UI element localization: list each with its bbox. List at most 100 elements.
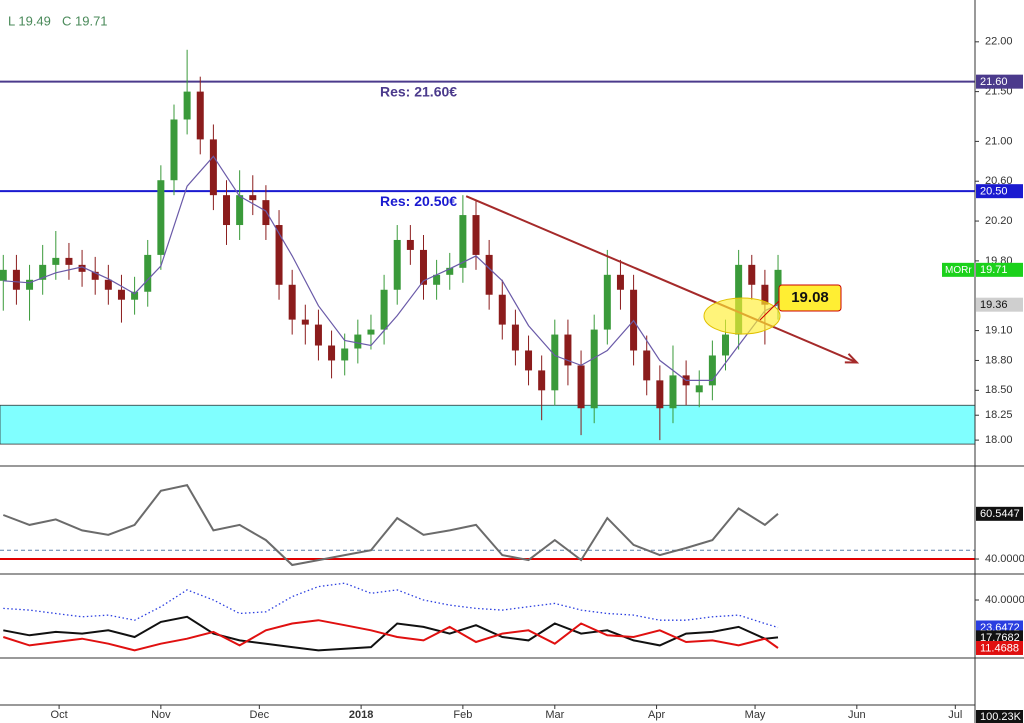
candle-body	[616, 274, 624, 290]
candle-body	[78, 264, 86, 272]
candle-body	[459, 215, 467, 268]
y-tick-label: 18.80	[985, 354, 1013, 366]
candle-body	[262, 200, 270, 226]
candle-body	[433, 274, 441, 285]
level-tag: 21.60	[980, 76, 1008, 88]
indicator-line	[2, 483, 779, 567]
candle-body	[367, 329, 375, 335]
trendline-arrowhead	[844, 353, 860, 364]
x-tick-label: Nov	[151, 709, 171, 721]
level-tag-bg	[976, 74, 1023, 89]
value-tag-bg	[976, 630, 1023, 645]
highlight-ellipse	[703, 297, 781, 335]
x-tick-label: Jul	[948, 709, 962, 721]
candle-body	[341, 348, 349, 361]
candle-body	[117, 289, 125, 300]
candle-body	[209, 139, 217, 196]
indicator-line	[2, 619, 779, 652]
y-tick-label: 21.00	[985, 135, 1013, 147]
value-tag: 60.5447	[980, 508, 1020, 520]
candle-body	[275, 225, 283, 285]
candle-body	[328, 345, 336, 361]
candle-body	[91, 271, 99, 280]
candle-body	[590, 329, 598, 409]
candle-body	[511, 324, 519, 351]
symbol-tag: MORr	[945, 265, 972, 276]
trendline	[465, 195, 858, 364]
symbol-tag-bg	[942, 262, 974, 277]
candle-body	[131, 291, 139, 300]
moving-average	[3, 155, 779, 381]
candle-body	[498, 294, 506, 325]
value-tag-bg	[976, 297, 1023, 312]
candle-body	[748, 264, 756, 285]
callout-label: 19.08	[791, 289, 829, 306]
x-tick-label: Dec	[250, 709, 270, 721]
candle-body	[774, 269, 782, 305]
value-tag-bg	[976, 506, 1023, 521]
candle-body	[643, 350, 651, 381]
candle-body	[669, 375, 677, 409]
value-tag: 19.36	[980, 299, 1008, 311]
candle-body	[380, 289, 388, 330]
candle-body	[393, 239, 401, 290]
candle-body	[525, 350, 533, 371]
candle-body	[223, 195, 231, 226]
candle-body	[65, 257, 73, 265]
candle-body	[695, 385, 703, 393]
indicator-line	[3, 582, 779, 629]
candle-body	[52, 257, 60, 265]
candle-body	[603, 274, 611, 330]
callout-pointer	[759, 299, 781, 321]
value-tag-bg	[976, 262, 1023, 277]
y-tick-label: 20.60	[985, 175, 1013, 187]
candle-body	[656, 380, 664, 409]
candle-body	[144, 254, 152, 292]
callout-box	[778, 284, 842, 312]
y-tick-label: 19.10	[985, 324, 1013, 336]
y-tick-label: 18.00	[985, 434, 1013, 446]
candle-body	[236, 195, 244, 226]
candle-body	[157, 180, 165, 255]
value-tag: 11.4688	[980, 642, 1019, 654]
candle-body	[446, 267, 454, 275]
y-tick-label: 40.0000	[985, 594, 1024, 606]
y-tick-label: 22.00	[985, 36, 1013, 48]
candle-body	[551, 334, 559, 391]
x-tick-label: May	[745, 709, 766, 721]
header-low: L 19.49	[8, 13, 51, 28]
candle-body	[538, 370, 546, 391]
resistance-label: Res: 20.50€	[380, 193, 457, 209]
x-tick-label: Mar	[545, 709, 564, 721]
y-tick-label: 40.0000	[985, 553, 1024, 565]
candle-body	[419, 249, 427, 285]
plot-layers: Res: 21.60€ Res: 20.50€	[0, 49, 976, 652]
candle-body	[722, 334, 730, 356]
support-zone	[0, 404, 976, 445]
candle-body	[26, 279, 34, 290]
x-tick-label: Oct	[51, 709, 68, 721]
candle-body	[12, 269, 20, 290]
candle-body	[406, 239, 414, 250]
x-tick-label: Feb	[453, 709, 472, 721]
candle-body	[183, 91, 191, 120]
y-tick-label: 20.20	[985, 215, 1013, 227]
candle-body	[485, 254, 493, 295]
candle-body	[708, 355, 716, 386]
y-tick-label: 18.50	[985, 384, 1013, 396]
y-tick-label: 18.25	[985, 409, 1013, 421]
candle-body	[0, 269, 7, 281]
candle-body	[761, 284, 769, 305]
indicator-line	[3, 615, 779, 652]
x-tick-label: Jun	[848, 709, 866, 721]
level-tag: 20.50	[980, 186, 1008, 198]
x-tick-label: Apr	[648, 709, 665, 721]
candle-body	[249, 195, 257, 201]
candle-body	[196, 91, 204, 140]
level-tag-bg	[976, 184, 1023, 199]
candle-body	[288, 284, 296, 320]
candle-body	[577, 365, 585, 409]
